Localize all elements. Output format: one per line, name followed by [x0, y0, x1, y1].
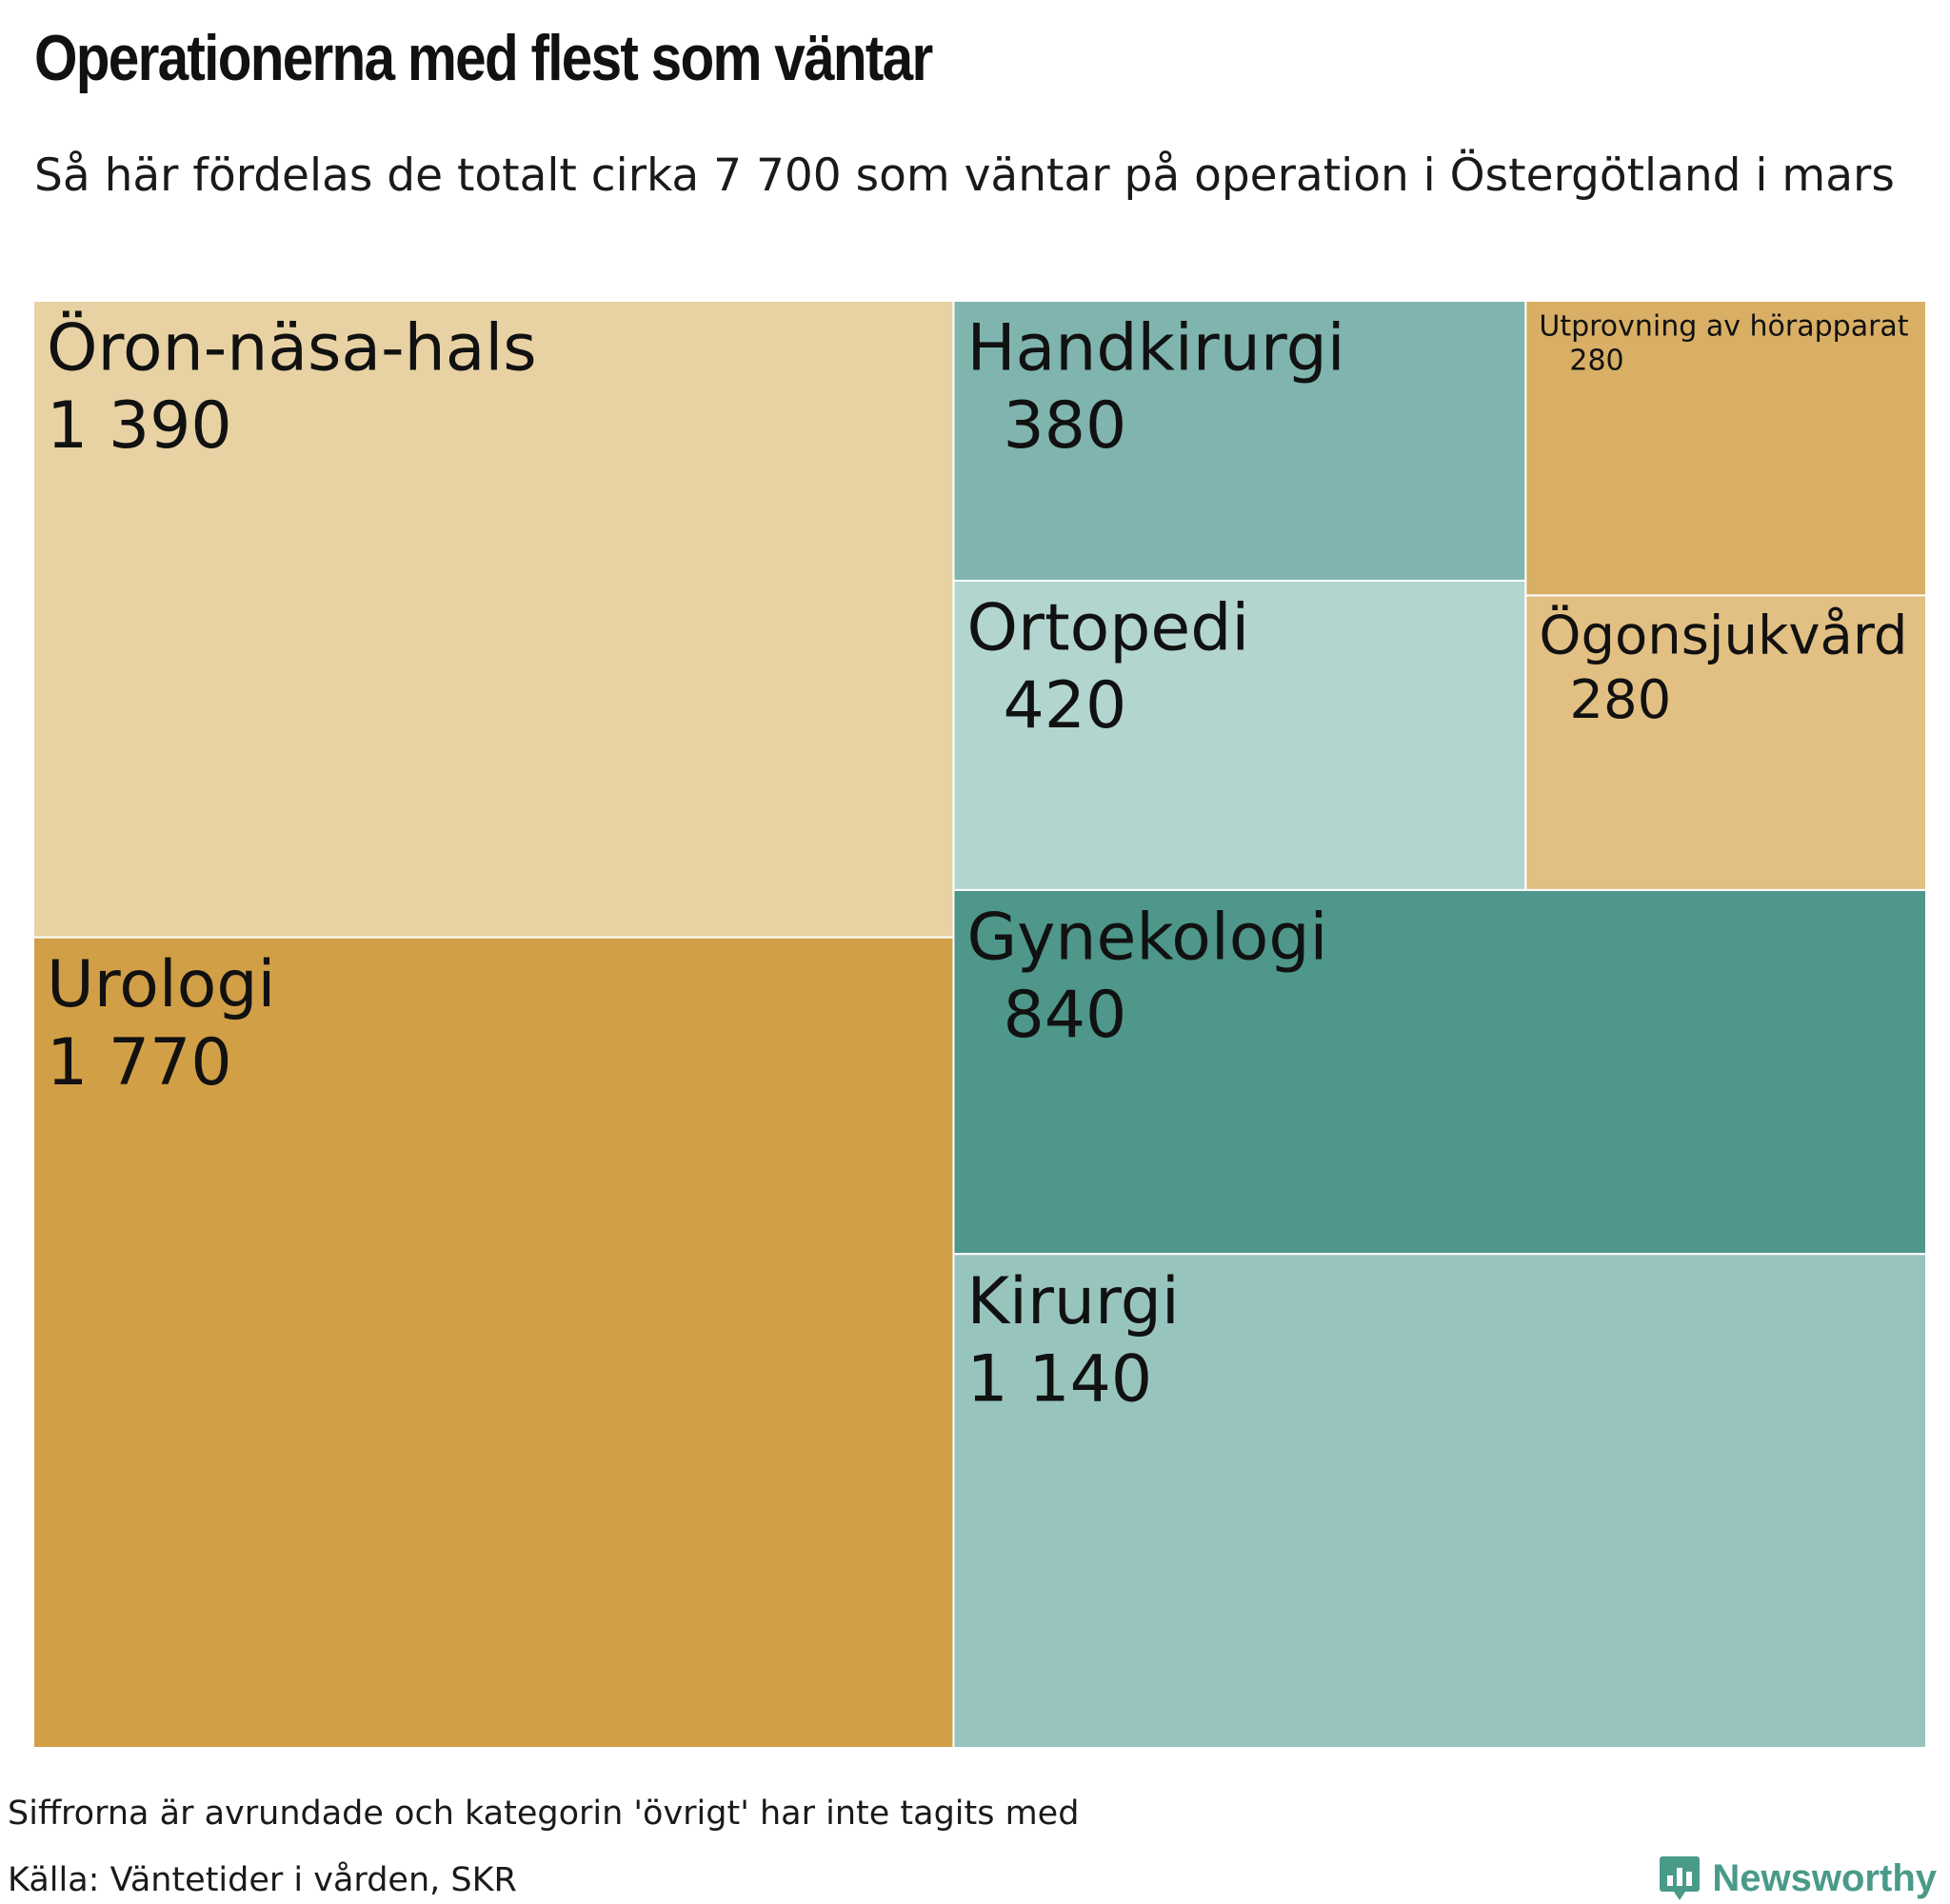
- treemap-rect-handkirurgi: [952, 300, 1527, 582]
- treemap-value-oron-nasa-hals: 1 390: [47, 388, 232, 464]
- treemap-value-handkirurgi: 380: [1003, 388, 1126, 464]
- newsworthy-brand-text: Newsworthy: [1712, 1856, 1937, 1899]
- chart-subtitle: Så här fördelas de totalt cirka 7 700 so…: [34, 149, 1895, 202]
- source-note: Källa: Väntetider i vården, SKR: [8, 1861, 517, 1899]
- treemap-rect-gynekologi: [952, 888, 1927, 1256]
- newsworthy-logo-icon: [1660, 1856, 1701, 1900]
- treemap-label-gynekologi: Gynekologi: [966, 901, 1327, 976]
- treemap-label-handkirurgi: Handkirurgi: [966, 311, 1344, 387]
- treemap-value-urologi: 1 770: [47, 1025, 232, 1101]
- treemap-rect-ortopedi: [952, 579, 1527, 891]
- treemap-label-kirurgi: Kirurgi: [966, 1264, 1179, 1339]
- treemap-label-utprovning-av-horapparat: Utprovning av hörapparat: [1539, 310, 1908, 344]
- treemap-rect-urologi: [32, 936, 955, 1749]
- treemap-label-ogonsjukvard: Ögonsjukvård: [1539, 605, 1907, 667]
- treemap-label-oron-nasa-hals: Öron-näsa-hals: [47, 311, 537, 387]
- treemap-value-ogonsjukvard: 280: [1569, 669, 1671, 731]
- treemap-value-ortopedi: 420: [1003, 668, 1126, 744]
- treemap-label-ortopedi: Ortopedi: [966, 591, 1249, 666]
- treemap-rect-oron-nasa-hals: [32, 300, 955, 939]
- treemap-rect-utprovning-av-horapparat: [1524, 300, 1927, 597]
- treemap-rect-ogonsjukvard: [1524, 594, 1927, 891]
- treemap-value-kirurgi: 1 140: [966, 1341, 1152, 1417]
- treemap-label-urologi: Urologi: [47, 947, 275, 1022]
- footnote: Siffrorna är avrundade och kategorin 'öv…: [8, 1795, 1080, 1833]
- treemap-value-utprovning-av-horapparat: 280: [1569, 345, 1623, 378]
- treemap-value-gynekologi: 840: [1003, 978, 1126, 1053]
- treemap-rect-kirurgi: [952, 1253, 1927, 1749]
- chart-title: Operationerna med flest som väntar: [34, 22, 933, 94]
- newsworthy-logo: Newsworthy: [1659, 1854, 1937, 1902]
